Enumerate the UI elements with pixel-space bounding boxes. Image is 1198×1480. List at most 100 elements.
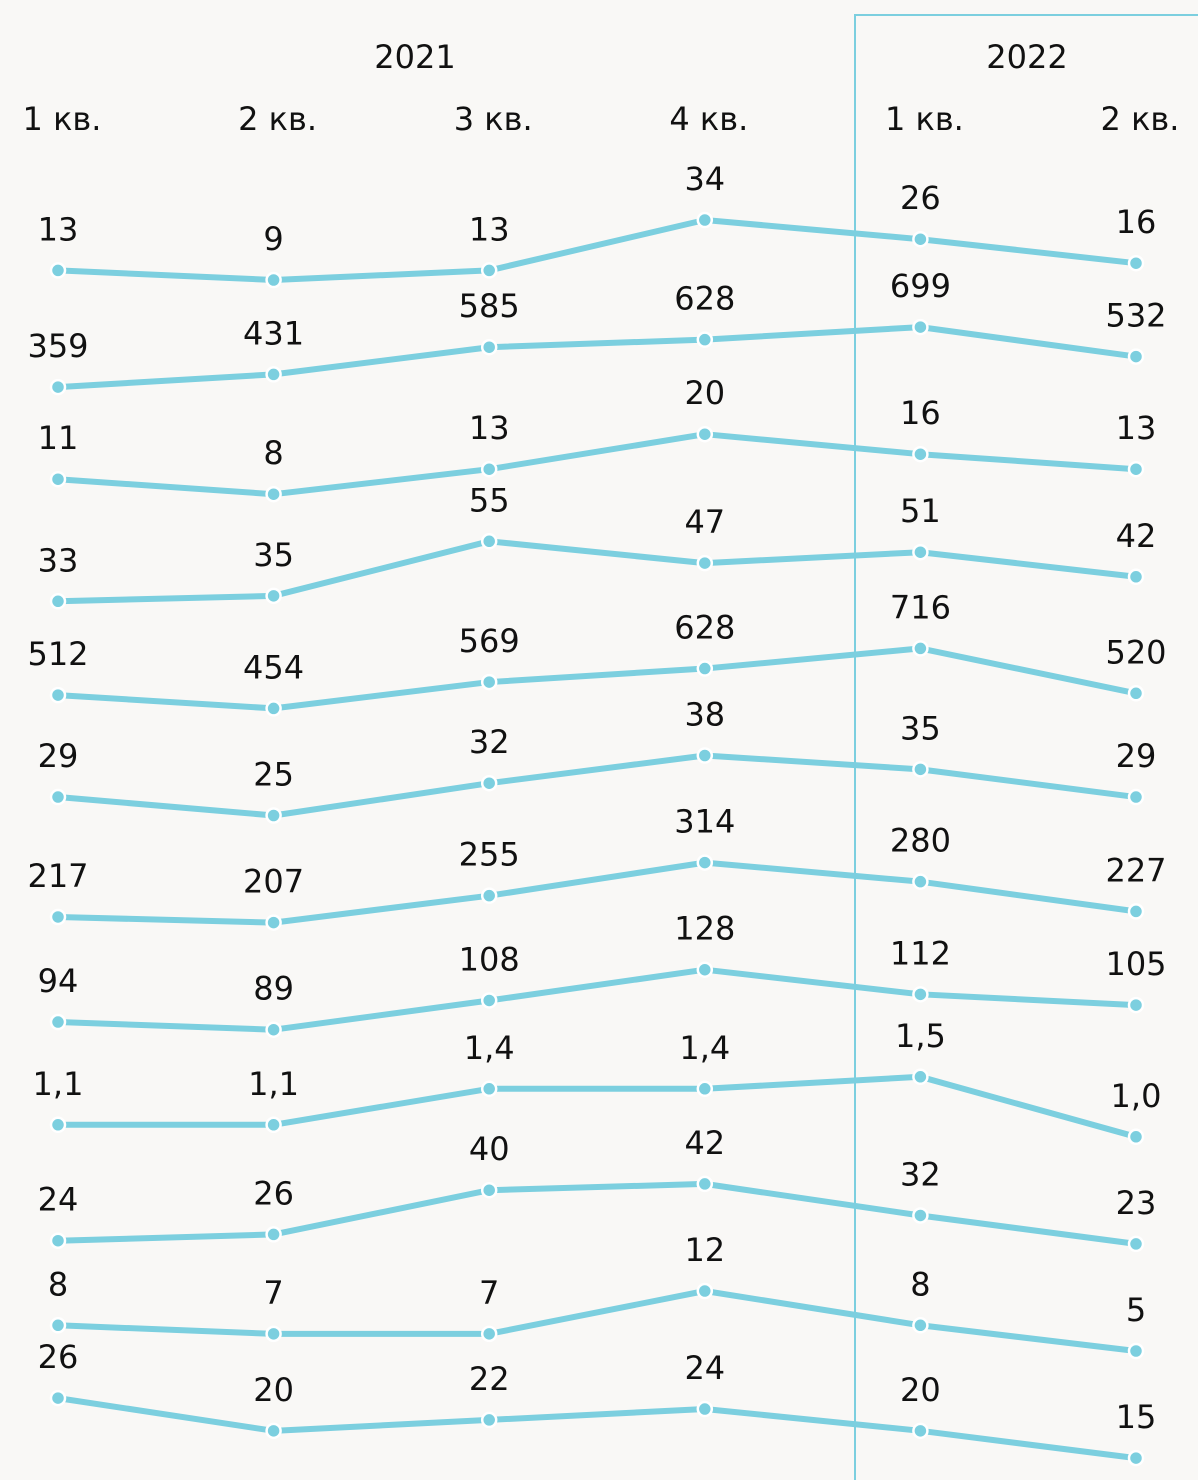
- point: [49, 908, 67, 926]
- x-tick-label: 2 кв.: [1101, 100, 1180, 138]
- point: [480, 460, 498, 478]
- value-label: 13: [469, 210, 510, 248]
- point: [49, 1317, 67, 1334]
- sparkline: [57, 431, 1137, 498]
- point: [696, 331, 714, 348]
- point: [265, 485, 282, 503]
- value-label: 25: [253, 756, 294, 794]
- value-label: 105: [1105, 945, 1166, 983]
- period-frame: [854, 14, 1198, 1480]
- value-label: 16: [1116, 203, 1157, 241]
- value-label: 1,4: [464, 1029, 515, 1067]
- point: [1127, 685, 1145, 702]
- point: [912, 318, 929, 336]
- sparkline: [57, 752, 1137, 819]
- point: [265, 366, 282, 383]
- point: [912, 543, 929, 561]
- point: [1127, 996, 1145, 1014]
- point: [912, 986, 929, 1003]
- point: [480, 1080, 498, 1098]
- point: [696, 211, 714, 229]
- x-tick-label: 1 кв.: [885, 100, 964, 138]
- point: [696, 660, 714, 677]
- point: [265, 1021, 282, 1038]
- year-label: 2021: [374, 38, 455, 76]
- value-label: 227: [1105, 851, 1166, 889]
- sparkline: [57, 859, 1137, 926]
- point: [696, 961, 714, 978]
- value-label: 12: [684, 1231, 725, 1269]
- value-label: 55: [469, 481, 510, 519]
- value-label: 7: [263, 1274, 283, 1312]
- point: [49, 262, 67, 279]
- point: [265, 1116, 282, 1134]
- value-label: 8: [263, 434, 283, 472]
- point: [1127, 1128, 1145, 1146]
- sparkline: [57, 966, 1137, 1033]
- point: [480, 1325, 498, 1343]
- value-label: 1,1: [248, 1065, 299, 1103]
- value-label: 128: [674, 910, 735, 948]
- value-label: 108: [459, 940, 520, 978]
- value-label: 520: [1105, 633, 1166, 671]
- point: [265, 587, 282, 605]
- value-label: 5: [1126, 1291, 1146, 1329]
- point: [265, 1422, 282, 1440]
- point: [1127, 348, 1145, 365]
- value-label: 34: [684, 160, 725, 198]
- value-label: 42: [684, 1124, 725, 1162]
- value-label: 532: [1105, 297, 1166, 335]
- point: [480, 262, 498, 279]
- point: [49, 593, 67, 610]
- value-label: 26: [253, 1174, 294, 1212]
- value-label: 1,1: [33, 1065, 84, 1103]
- value-label: 1,0: [1111, 1077, 1162, 1115]
- value-label: 23: [1116, 1184, 1157, 1222]
- point: [912, 761, 929, 778]
- value-label: 431: [243, 314, 304, 352]
- value-label: 628: [674, 280, 735, 318]
- point: [696, 554, 714, 572]
- value-label: 40: [469, 1130, 510, 1168]
- value-label: 42: [1116, 517, 1157, 555]
- value-label: 8: [48, 1265, 68, 1303]
- sparkline: [58, 1073, 1137, 1140]
- point: [1127, 1342, 1145, 1360]
- value-label: 1,4: [679, 1029, 730, 1067]
- point: [480, 673, 498, 691]
- value-label: 24: [38, 1181, 79, 1219]
- point: [265, 1226, 282, 1243]
- value-label: 33: [38, 541, 79, 579]
- x-tick-label: 4 кв.: [669, 100, 748, 138]
- point: [1127, 1235, 1145, 1253]
- point: [49, 1232, 67, 1249]
- value-label: 29: [38, 737, 79, 775]
- value-label: 699: [890, 267, 951, 305]
- point: [1127, 568, 1145, 586]
- sparkline: [57, 1180, 1137, 1247]
- value-label: 1,5: [895, 1017, 946, 1055]
- point: [480, 992, 498, 1009]
- point: [49, 1013, 67, 1031]
- sparkline: [57, 1288, 1137, 1354]
- point: [912, 873, 929, 890]
- value-label: 32: [469, 723, 510, 761]
- value-label: 112: [890, 934, 951, 972]
- value-label: 280: [890, 822, 951, 860]
- value-label: 20: [900, 1371, 941, 1409]
- point: [49, 378, 67, 396]
- value-label: 7: [479, 1274, 499, 1312]
- value-label: 628: [674, 609, 735, 647]
- value-label: 24: [684, 1349, 725, 1387]
- value-label: 15: [1116, 1398, 1157, 1436]
- value-label: 22: [469, 1360, 510, 1398]
- value-label: 359: [27, 327, 88, 365]
- point: [265, 271, 282, 289]
- value-label: 35: [253, 536, 294, 574]
- value-label: 512: [27, 635, 88, 673]
- year-label: 2022: [986, 38, 1067, 76]
- point: [1127, 903, 1145, 920]
- sparkline: [57, 538, 1137, 605]
- value-label: 29: [1116, 737, 1157, 775]
